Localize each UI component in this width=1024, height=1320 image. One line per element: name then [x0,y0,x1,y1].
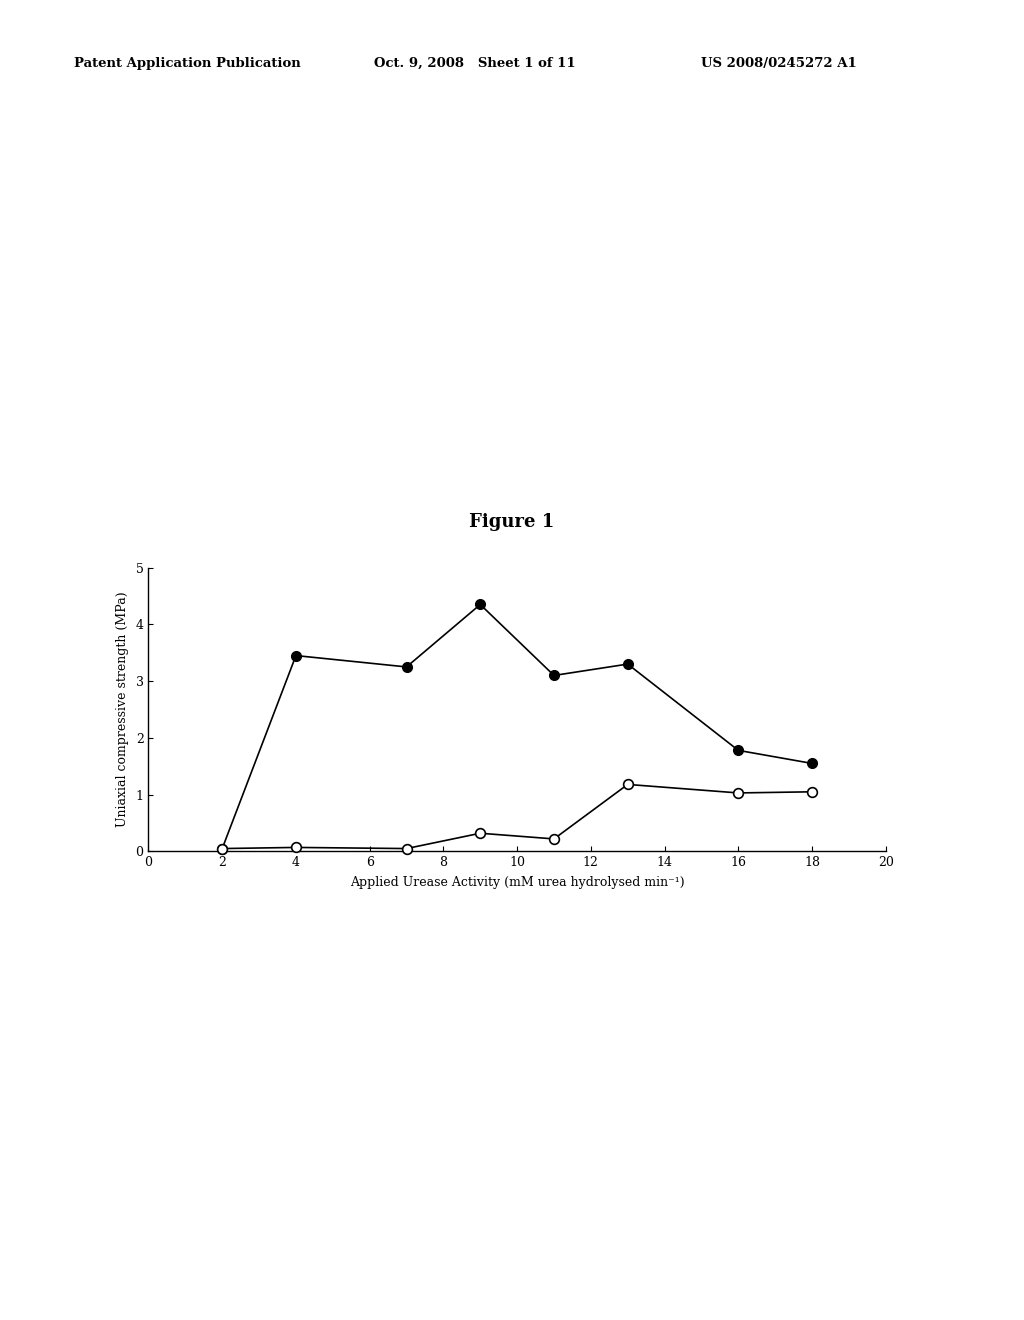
Text: US 2008/0245272 A1: US 2008/0245272 A1 [701,57,857,70]
Y-axis label: Uniaxial compressive strength (MPa): Uniaxial compressive strength (MPa) [116,591,129,828]
Text: Figure 1: Figure 1 [469,512,555,531]
Text: Patent Application Publication: Patent Application Publication [74,57,300,70]
X-axis label: Applied Urease Activity (mM urea hydrolysed min⁻¹): Applied Urease Activity (mM urea hydroly… [350,876,684,890]
Text: Oct. 9, 2008   Sheet 1 of 11: Oct. 9, 2008 Sheet 1 of 11 [374,57,575,70]
